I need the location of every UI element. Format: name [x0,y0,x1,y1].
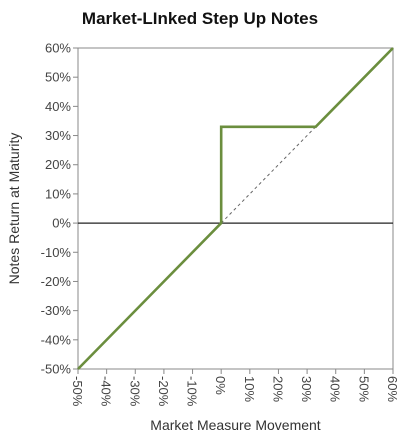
y-tick-label: 40% [45,99,71,114]
y-tick-label: -20% [41,274,72,289]
notes-return-line [77,47,394,370]
x-axis-ticks: -50% -40% -30% -20% -10% 0% 10% 20% 30% 40% 50% 60% [70,369,400,407]
x-tick-label: 20% [270,376,285,402]
x-tick-label: 10% [242,376,257,402]
x-tick-label: 0% [213,376,228,395]
x-tick-label: -30% [127,376,142,407]
x-tick-label: 60% [385,376,400,402]
plot-frame [77,47,394,370]
chart-title: Market-LInked Step Up Notes [81,9,319,28]
x-tick-label: -40% [99,376,114,407]
reference-diagonal-line [220,126,317,224]
y-tick-label: -50% [41,362,72,377]
y-tick-label: 10% [45,186,71,201]
y-axis-label: Notes Return at Maturity [6,133,22,285]
y-tick-label: 30% [45,128,71,143]
y-axis-ticks: 60% 50% 40% 30% 20% 10% 0% -10% -20% -30% -40% -50% [41,41,78,377]
y-tick-label: 0% [52,216,71,231]
x-axis-label: Market Measure Movement [150,417,321,433]
y-tick-label: 60% [45,41,71,56]
x-tick-label: 50% [356,376,371,402]
x-tick-label: -20% [156,376,171,407]
y-tick-label: 20% [45,157,71,172]
y-tick-label: -30% [41,303,72,318]
x-tick-label: -10% [185,376,200,407]
y-tick-label: -10% [41,245,72,260]
y-tick-label: 50% [45,70,71,85]
y-tick-label: -40% [41,332,72,347]
x-tick-label: 40% [328,376,343,402]
series-layer [77,47,394,370]
x-tick-label: 30% [299,376,314,402]
x-tick-label: -50% [70,376,85,407]
